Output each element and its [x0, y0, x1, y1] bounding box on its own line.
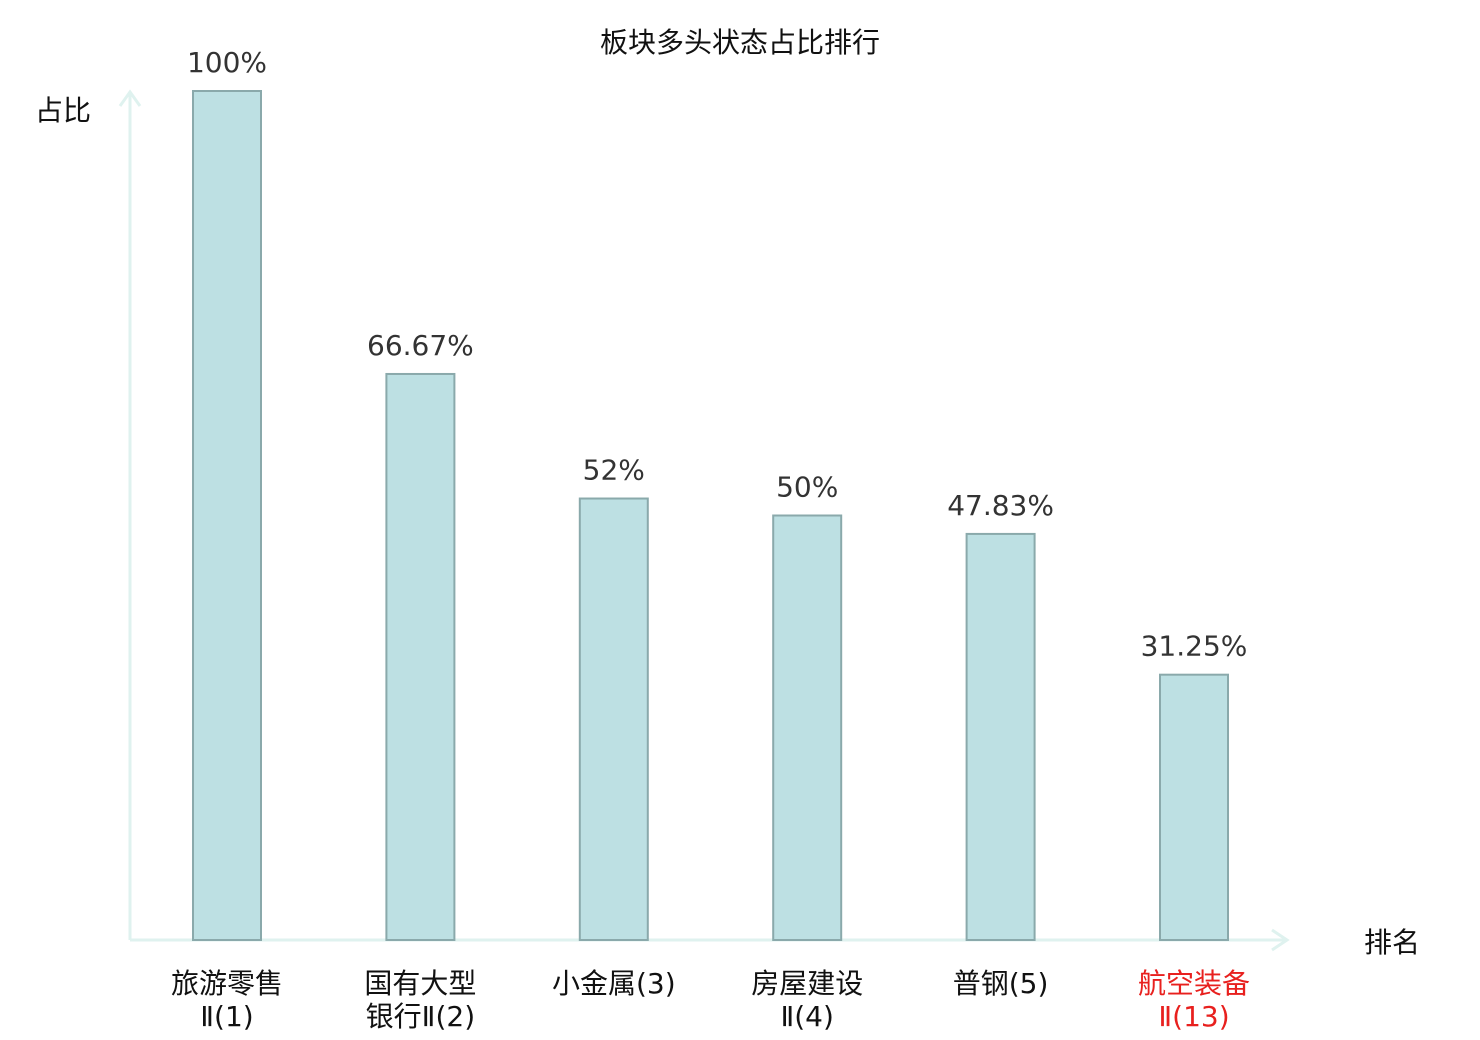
bar-5	[965, 532, 1036, 941]
value-label-4: 50%	[776, 471, 838, 504]
category-label-6-line-1: 航空装备	[1138, 967, 1250, 1000]
category-label-4-line-1: 房屋建设	[751, 967, 863, 1000]
value-label-1: 100%	[187, 46, 267, 79]
x-axis	[130, 928, 1290, 952]
y-axis-label: 占比	[35, 94, 91, 127]
chart-title: 板块多头状态占比排行	[600, 26, 880, 59]
category-label-1-line-2: Ⅱ(1)	[200, 1000, 253, 1033]
value-label-3: 52%	[583, 454, 645, 487]
category-label-1-line-1: 旅游零售	[171, 967, 283, 1000]
bar-6	[1159, 673, 1229, 941]
bar-1	[192, 90, 262, 941]
category-label-4-line-2: Ⅱ(4)	[780, 1000, 833, 1033]
category-label-2-line-1: 国有大型	[364, 967, 476, 1000]
bars-group	[192, 90, 1229, 942]
value-label-6: 31.25%	[1141, 630, 1248, 663]
value-labels-group: 100% 66.67% 52% 50% 47.83% 31.25%	[187, 46, 1247, 663]
value-label-2: 66.67%	[367, 329, 474, 362]
category-label-3-line-1: 小金属(3)	[552, 967, 676, 1000]
category-label-5-line-1: 普钢(5)	[953, 967, 1049, 1000]
bar-2	[385, 372, 456, 942]
x-axis-label: 排名	[1364, 926, 1420, 959]
y-axis	[118, 89, 142, 940]
value-label-5: 47.83%	[947, 489, 1054, 522]
category-label-2-line-2: 银行Ⅱ(2)	[366, 1000, 475, 1033]
category-label-6-line-2: Ⅱ(13)	[1158, 1000, 1229, 1033]
bar-4	[772, 514, 843, 941]
bar-3	[578, 497, 649, 941]
